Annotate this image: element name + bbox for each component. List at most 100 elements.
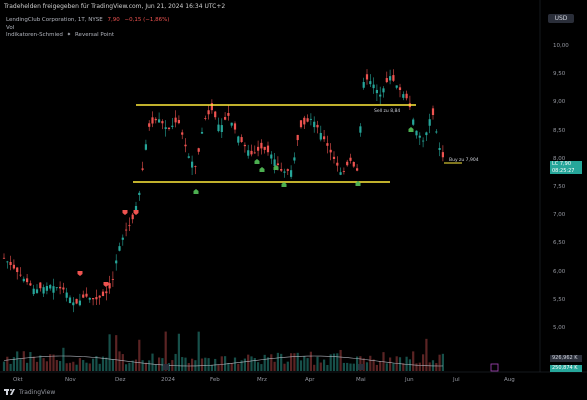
sell-signal-icon[interactable] (122, 210, 128, 215)
legend-indicator: Indikatoren-Schmied (6, 32, 63, 38)
buy-signal-icon[interactable] (259, 167, 265, 172)
time-axis-label: Feb (210, 377, 220, 383)
volume-bar (441, 353, 444, 371)
candle-body (441, 152, 444, 158)
volume-bar (329, 354, 332, 371)
buy-signal-icon[interactable] (408, 127, 414, 132)
candle-body (32, 288, 35, 295)
candle-body (75, 298, 78, 304)
tradingview-brand[interactable]: TradingView (4, 388, 55, 396)
legend-symbol-row[interactable]: LendingClub Corporation, 1T, NYSE 7,90 −… (6, 17, 169, 23)
candle-body (233, 123, 237, 130)
candle-body (210, 103, 213, 111)
candle-body (128, 225, 131, 227)
currency-button[interactable]: USD (548, 14, 574, 23)
candle-body (154, 118, 157, 121)
volume-bar (296, 352, 299, 371)
volume-bar (247, 354, 250, 371)
volume-bar (309, 351, 312, 371)
legend-volume[interactable]: Vol (6, 25, 15, 31)
candle-body (200, 132, 204, 134)
candle-body (372, 84, 375, 89)
volume-bar (52, 354, 55, 371)
candle-body (214, 111, 217, 118)
price-axis-label: 10,00 (553, 43, 569, 49)
candle-body (389, 76, 392, 81)
time-axis-label: Nov (65, 377, 76, 383)
buy-signal-icon[interactable] (193, 189, 199, 194)
candle-body (266, 145, 270, 153)
volume-bar (316, 356, 319, 371)
volume-bar (75, 364, 78, 371)
legend-price: 7,90 (107, 17, 120, 23)
candle-body (101, 291, 105, 296)
volume-bar (9, 363, 12, 371)
volume-bar (62, 347, 65, 371)
earnings-marker[interactable] (358, 364, 364, 370)
candle-body (332, 156, 336, 159)
candle-body (65, 292, 68, 298)
volume-bar (303, 356, 306, 371)
candle-body (392, 75, 395, 81)
candle-body (336, 162, 339, 166)
tradingview-label: TradingView (19, 388, 56, 396)
volume-bar (319, 362, 322, 371)
volume-bar (240, 360, 243, 371)
volume-bar (151, 353, 154, 371)
volume-bar (283, 363, 286, 371)
candle-body (402, 94, 405, 98)
volume-bar (408, 359, 411, 371)
candle-body (263, 146, 266, 150)
volume-bar (187, 363, 190, 371)
candle-body (313, 121, 316, 128)
volume-bar (431, 360, 435, 371)
volume-bar (22, 351, 25, 371)
volume-bar (164, 331, 167, 371)
time-axis-label: Jul (453, 377, 460, 383)
earnings-marker[interactable] (163, 364, 169, 370)
volume-bar (438, 354, 441, 371)
volume-bar (332, 353, 336, 371)
legend-indicator-row[interactable]: Indikatoren-Schmied ✦ Reversal Point (6, 32, 114, 38)
buy-signal-icon[interactable] (355, 181, 361, 186)
candle-body (16, 267, 19, 273)
volume-bar (257, 362, 260, 371)
volume-bar (82, 360, 85, 371)
candle-body (118, 246, 121, 251)
volume-tag: 250,874 K (550, 365, 582, 372)
volume-bar (356, 356, 359, 371)
candle-body (415, 130, 418, 136)
sell-signal-icon[interactable] (77, 271, 83, 276)
volume-ma-tag: 926,962 K (550, 355, 582, 362)
candle-body (428, 119, 431, 126)
volume-bar (39, 355, 42, 371)
sell-signal-icon[interactable] (103, 282, 109, 287)
volume-bar (101, 356, 105, 371)
buy-signal-icon[interactable] (273, 165, 279, 170)
candle-body (220, 125, 223, 133)
sell-signal-icon[interactable] (133, 210, 139, 215)
indicator-icon: ✦ (66, 32, 72, 38)
buy-signal-icon[interactable] (281, 182, 287, 187)
buy-signal-icon[interactable] (254, 159, 260, 164)
candle-body (88, 297, 91, 300)
volume-bar (210, 364, 213, 371)
volume-bar (398, 357, 402, 371)
volume-bar (98, 363, 101, 371)
candle-body (92, 298, 95, 300)
volume-bar (12, 357, 15, 371)
volume-bar (385, 363, 388, 371)
volume-bar (194, 360, 197, 371)
time-axis-label: Aug (504, 377, 515, 383)
candle-body (435, 131, 438, 133)
candle-body (276, 163, 279, 166)
time-axis-label: Mrz (257, 377, 267, 383)
signals (77, 127, 414, 287)
candle-body (290, 170, 293, 177)
candle-body (418, 135, 421, 138)
candle-body (243, 144, 246, 147)
dividend-marker[interactable] (490, 363, 499, 372)
volume-bar (105, 357, 108, 371)
candle-body (144, 144, 147, 150)
